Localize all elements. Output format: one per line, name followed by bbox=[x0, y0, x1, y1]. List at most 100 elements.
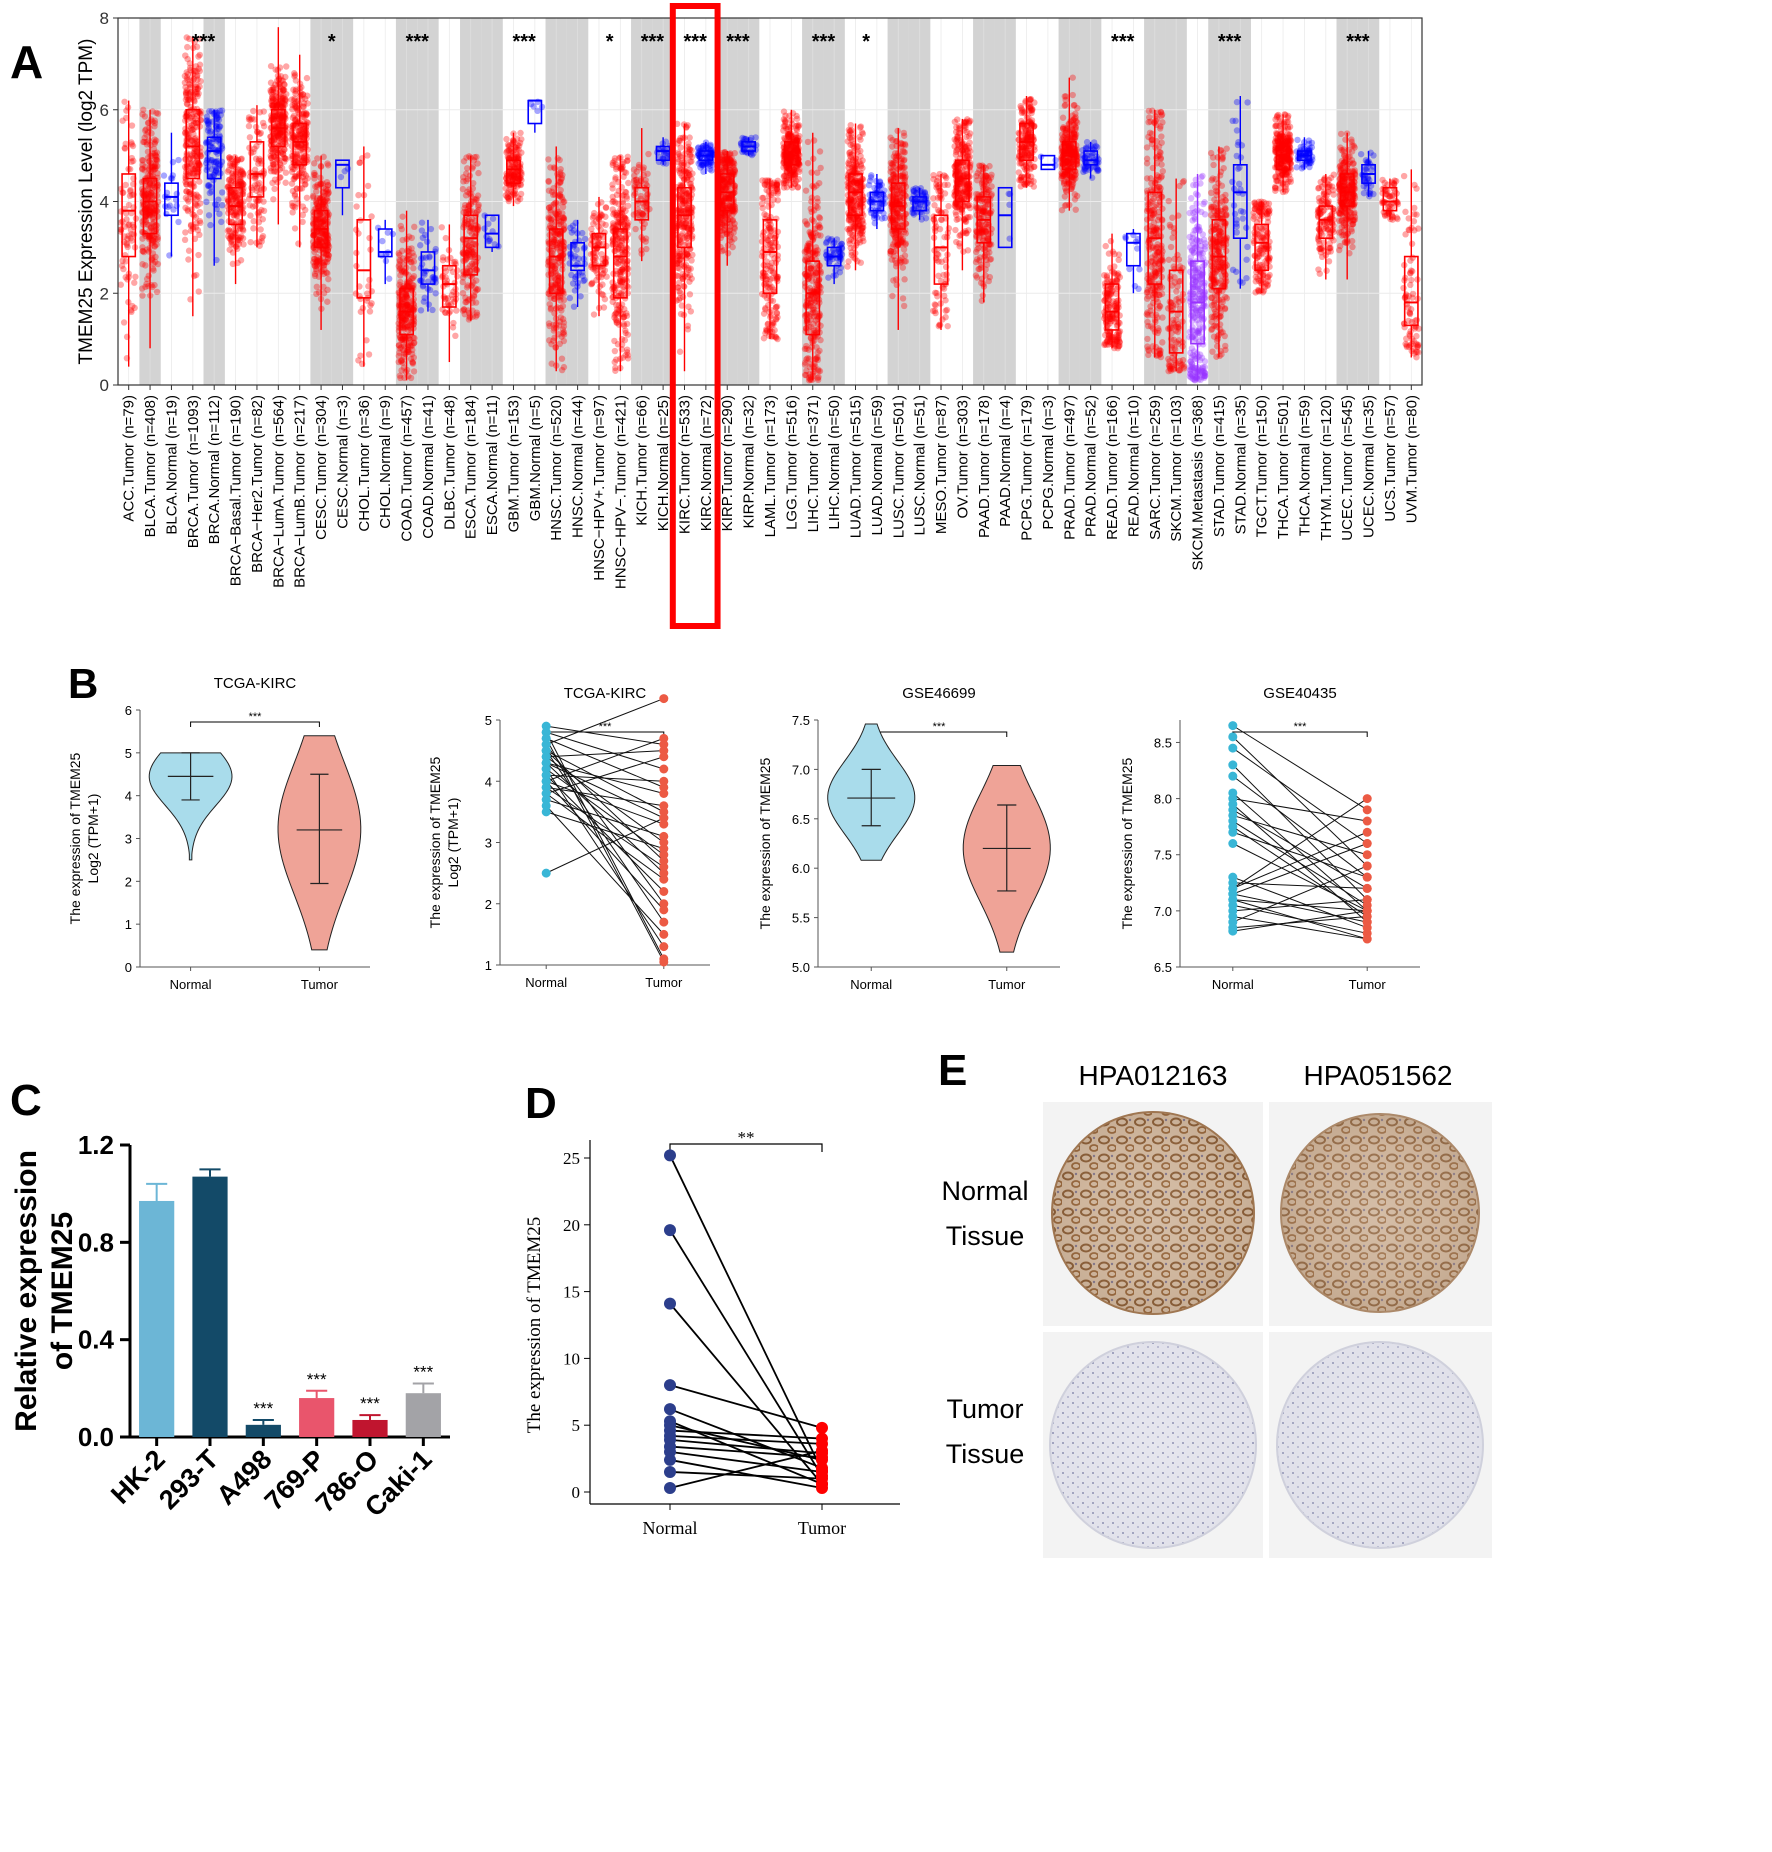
jitter-point bbox=[559, 315, 567, 323]
jitter-point bbox=[803, 342, 810, 350]
jitter-point bbox=[730, 229, 737, 236]
jitter-point bbox=[804, 159, 812, 167]
jitter-point bbox=[461, 306, 468, 314]
jitter-point bbox=[417, 307, 425, 314]
jitter-point bbox=[453, 273, 461, 280]
jitter-point bbox=[182, 229, 189, 236]
jitter-point bbox=[123, 216, 130, 223]
jitter-point bbox=[257, 226, 264, 233]
jitter-point bbox=[259, 216, 267, 223]
jitter-point bbox=[451, 279, 458, 287]
jitter-point bbox=[489, 215, 497, 222]
x-tick-label: BRCA−LumB.Tumor (n=217) bbox=[292, 395, 309, 588]
jitter-point bbox=[545, 178, 552, 185]
jitter-point bbox=[146, 180, 153, 187]
jitter-point bbox=[273, 77, 281, 84]
jitter-point bbox=[621, 305, 628, 313]
jitter-point bbox=[152, 235, 159, 243]
jitter-point bbox=[141, 134, 148, 141]
jitter-point bbox=[150, 223, 158, 230]
jitter-point bbox=[282, 73, 289, 81]
jitter-point bbox=[557, 165, 564, 173]
x-tick-label: BRCA−LumA.Tumor (n=564) bbox=[270, 395, 287, 588]
jitter-point bbox=[677, 134, 684, 142]
jitter-point bbox=[486, 236, 493, 243]
jitter-point bbox=[185, 134, 193, 141]
jitter-point bbox=[151, 281, 158, 289]
jitter-point bbox=[139, 235, 146, 242]
jitter-point bbox=[152, 156, 160, 163]
jitter-point bbox=[260, 122, 268, 130]
jitter-point bbox=[677, 289, 684, 297]
jitter-point bbox=[802, 187, 810, 194]
jitter-point bbox=[791, 180, 799, 188]
x-tick-label: BLCA.Tumor (n=408) bbox=[142, 395, 159, 537]
jitter-point bbox=[282, 179, 289, 186]
jitter-point bbox=[150, 218, 158, 226]
jitter-point bbox=[299, 203, 307, 210]
jitter-point bbox=[142, 126, 150, 133]
jitter-point bbox=[765, 203, 772, 210]
jitter-point bbox=[560, 198, 568, 205]
jitter-point bbox=[271, 176, 279, 183]
jitter-point bbox=[781, 122, 789, 130]
jitter-point bbox=[596, 240, 603, 247]
jitter-point bbox=[303, 109, 310, 117]
jitter-point bbox=[517, 129, 524, 137]
jitter-point bbox=[566, 294, 574, 302]
jitter-point bbox=[570, 303, 578, 310]
jitter-point bbox=[184, 43, 191, 51]
jitter-point bbox=[203, 139, 210, 147]
jitter-point bbox=[153, 153, 161, 160]
jitter-point bbox=[143, 208, 150, 215]
jitter-point bbox=[149, 265, 157, 272]
jitter-point bbox=[772, 315, 780, 323]
jitter-point bbox=[125, 232, 132, 239]
jitter-point bbox=[147, 189, 155, 197]
jitter-point bbox=[781, 134, 788, 142]
jitter-point bbox=[277, 139, 285, 146]
jitter-point bbox=[150, 208, 157, 216]
jitter-point bbox=[195, 251, 202, 259]
jitter-point bbox=[804, 355, 811, 362]
jitter-point bbox=[143, 275, 151, 283]
jitter-point bbox=[547, 306, 554, 313]
jitter-point bbox=[773, 181, 780, 188]
jitter-point bbox=[319, 203, 326, 210]
jitter-point bbox=[809, 277, 816, 284]
jitter-point bbox=[153, 156, 160, 164]
jitter-point bbox=[618, 247, 626, 254]
jitter-point bbox=[138, 285, 146, 292]
jitter-point bbox=[122, 274, 129, 281]
jitter-point bbox=[764, 221, 771, 229]
jitter-point bbox=[260, 108, 267, 115]
jitter-point bbox=[142, 178, 150, 185]
jitter-point bbox=[120, 265, 127, 273]
jitter-point bbox=[630, 211, 637, 218]
jitter-point bbox=[726, 194, 734, 201]
x-tick-label: CESC.Tumor (n=304) bbox=[313, 395, 330, 540]
jitter-point bbox=[192, 119, 199, 126]
jitter-point bbox=[117, 228, 125, 235]
x-tick-label: ESCA.Normal (n=11) bbox=[484, 395, 501, 535]
jitter-point bbox=[324, 186, 332, 194]
jitter-point bbox=[782, 144, 790, 152]
jitter-point bbox=[560, 323, 568, 330]
jitter-point bbox=[196, 231, 203, 239]
jitter-point bbox=[804, 286, 811, 293]
jitter-point bbox=[237, 257, 245, 264]
jitter-point bbox=[144, 185, 152, 193]
jitter-point bbox=[182, 52, 189, 59]
jitter-point bbox=[368, 300, 375, 307]
jitter-point bbox=[301, 131, 309, 138]
jitter-point bbox=[154, 170, 161, 177]
jitter-point bbox=[763, 265, 770, 273]
jitter-point bbox=[688, 147, 695, 154]
jitter-point bbox=[139, 161, 146, 169]
jitter-point bbox=[143, 195, 151, 202]
jitter-point bbox=[145, 272, 152, 279]
jitter-point bbox=[149, 283, 156, 291]
jitter-point bbox=[465, 216, 472, 223]
jitter-point bbox=[613, 319, 620, 326]
jitter-point bbox=[184, 89, 191, 96]
